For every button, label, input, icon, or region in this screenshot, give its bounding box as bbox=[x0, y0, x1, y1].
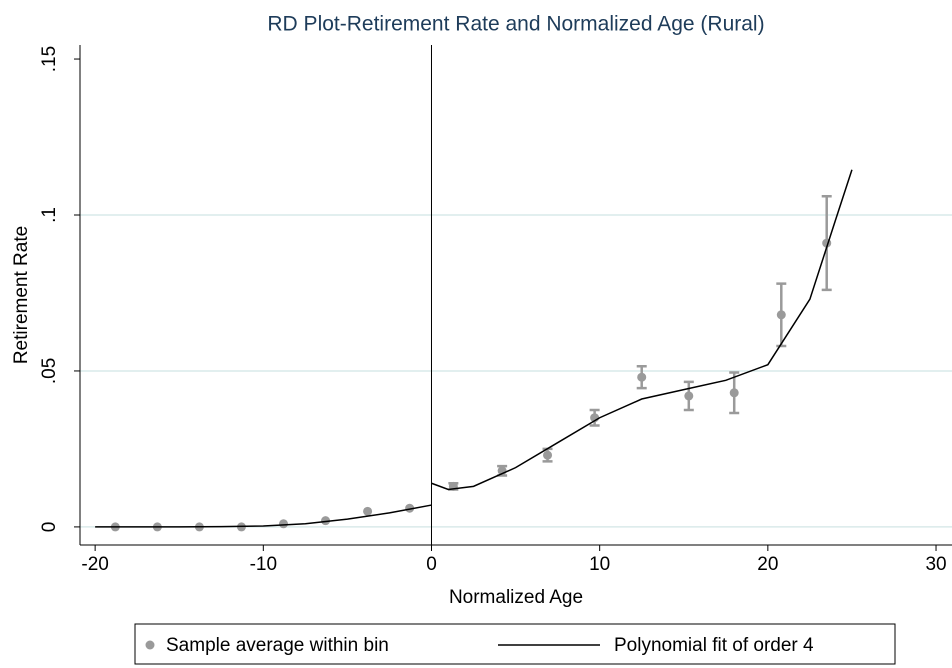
x-tick-label: 10 bbox=[589, 554, 610, 575]
x-tick-label: 0 bbox=[426, 554, 437, 575]
y-tick-label: 0 bbox=[39, 522, 60, 533]
bin-point bbox=[405, 503, 415, 513]
x-tick-label: 20 bbox=[757, 554, 778, 575]
chart-title: RD Plot-Retirement Rate and Normalized A… bbox=[267, 13, 764, 36]
x-axis-title: Normalized Age bbox=[449, 587, 583, 608]
x-tick-label: -20 bbox=[81, 554, 108, 575]
legend-box bbox=[134, 623, 896, 665]
legend-marker bbox=[145, 640, 155, 650]
y-tick-label: .15 bbox=[39, 46, 60, 72]
bin-point bbox=[278, 519, 288, 529]
y-tick-label: .1 bbox=[39, 207, 60, 223]
bin-point bbox=[684, 391, 694, 401]
x-tick-label: 30 bbox=[925, 554, 946, 575]
bin-point bbox=[776, 310, 786, 320]
legend-label: Sample average within bin bbox=[166, 635, 389, 656]
x-tick-label: -10 bbox=[250, 554, 277, 575]
bin-point bbox=[543, 450, 553, 460]
bin-point bbox=[363, 506, 373, 516]
fit-line bbox=[95, 169, 853, 528]
y-axis-title: Retirement Rate bbox=[11, 226, 32, 364]
legend-label: Polynomial fit of order 4 bbox=[614, 635, 814, 656]
bin-point bbox=[729, 388, 739, 398]
y-tick-label: .05 bbox=[39, 358, 60, 384]
bin-point bbox=[637, 372, 647, 382]
bin-point bbox=[321, 516, 331, 526]
